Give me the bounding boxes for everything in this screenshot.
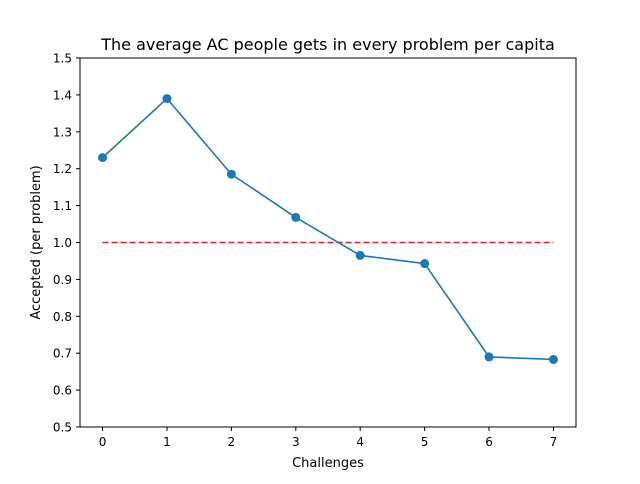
y-tick-label: 0.5	[53, 421, 72, 435]
y-tick-label: 1.3	[53, 125, 72, 139]
y-tick-label: 1.0	[53, 236, 72, 250]
x-axis-label: Challenges	[292, 456, 364, 471]
y-tick-label: 1.2	[53, 162, 72, 176]
data-point	[226, 169, 236, 179]
x-tick-label: 1	[163, 435, 171, 449]
y-axis-label: Accepted (per problem)	[29, 165, 44, 319]
data-point	[162, 94, 172, 104]
x-tick-label: 3	[292, 435, 300, 449]
data-point	[420, 259, 430, 269]
x-tick-label: 2	[228, 435, 236, 449]
x-tick-label: 0	[99, 435, 107, 449]
y-tick-label: 0.9	[53, 273, 72, 287]
y-tick-label: 1.5	[53, 52, 72, 66]
data-point	[291, 212, 301, 222]
y-tick-label: 1.4	[53, 88, 72, 102]
chart-title: The average AC people gets in every prob…	[100, 35, 555, 54]
x-tick-label: 5	[421, 435, 429, 449]
x-tick-label: 4	[356, 435, 364, 449]
series-line	[102, 97, 554, 361]
y-tick-label: 0.8	[53, 310, 72, 324]
data-point	[98, 153, 108, 163]
x-axis: 0 1 2 3 4 5 6 7	[99, 427, 558, 449]
y-tick-label: 0.7	[53, 347, 72, 361]
x-tick-label: 6	[485, 435, 493, 449]
plot-frame	[79, 57, 577, 428]
data-point	[484, 352, 494, 362]
x-tick-label: 7	[550, 435, 558, 449]
y-tick-label: 0.6	[53, 384, 72, 398]
data-point	[355, 250, 365, 260]
y-axis: 0.5 0.6 0.7 0.8 0.9 1.0 1.1 1.2 1.3 1.4 1.5	[53, 52, 80, 435]
y-tick-label: 1.1	[53, 199, 72, 213]
series-layer	[98, 94, 558, 364]
data-point	[548, 354, 558, 364]
